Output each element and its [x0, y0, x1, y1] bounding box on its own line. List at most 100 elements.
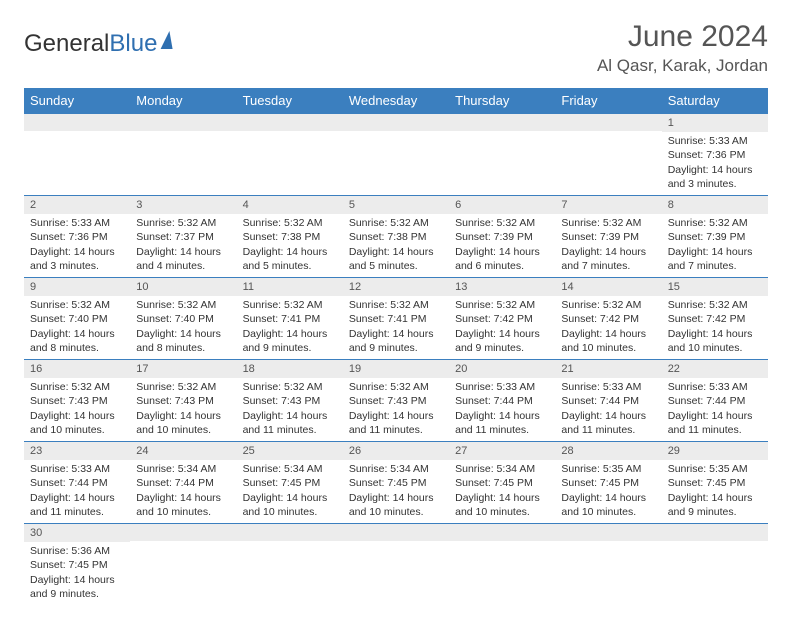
sunrise-text: Sunrise: 5:32 AM	[668, 216, 762, 230]
day-number: 4	[237, 196, 343, 214]
calendar-day-cell: 22Sunrise: 5:33 AMSunset: 7:44 PMDayligh…	[662, 359, 768, 441]
weekday-header: Sunday	[24, 88, 130, 114]
sunrise-text: Sunrise: 5:32 AM	[561, 216, 655, 230]
sunset-text: Sunset: 7:40 PM	[30, 312, 124, 326]
daylight-text: Daylight: 14 hours and 7 minutes.	[561, 245, 655, 273]
calendar-week-row: 9Sunrise: 5:32 AMSunset: 7:40 PMDaylight…	[24, 277, 768, 359]
weekday-header: Thursday	[449, 88, 555, 114]
daylight-text: Daylight: 14 hours and 8 minutes.	[136, 327, 230, 355]
calendar-day-cell	[237, 114, 343, 196]
daylight-text: Daylight: 14 hours and 3 minutes.	[668, 163, 762, 191]
calendar-day-cell: 17Sunrise: 5:32 AMSunset: 7:43 PMDayligh…	[130, 359, 236, 441]
sunrise-text: Sunrise: 5:32 AM	[136, 380, 230, 394]
day-sun-info: Sunrise: 5:35 AMSunset: 7:45 PMDaylight:…	[555, 460, 661, 523]
daylight-text: Daylight: 14 hours and 11 minutes.	[30, 491, 124, 519]
day-sun-info: Sunrise: 5:32 AMSunset: 7:41 PMDaylight:…	[237, 296, 343, 359]
month-title: June 2024	[597, 20, 768, 54]
sunrise-text: Sunrise: 5:32 AM	[243, 380, 337, 394]
sunrise-text: Sunrise: 5:32 AM	[243, 216, 337, 230]
sunrise-text: Sunrise: 5:32 AM	[349, 380, 443, 394]
sunset-text: Sunset: 7:43 PM	[30, 394, 124, 408]
sunset-text: Sunset: 7:40 PM	[136, 312, 230, 326]
sunset-text: Sunset: 7:45 PM	[349, 476, 443, 490]
sunset-text: Sunset: 7:45 PM	[243, 476, 337, 490]
day-number: 19	[343, 360, 449, 378]
calendar-day-cell	[130, 114, 236, 196]
day-number: 29	[662, 442, 768, 460]
calendar-day-cell: 10Sunrise: 5:32 AMSunset: 7:40 PMDayligh…	[130, 277, 236, 359]
page-header: GeneralBlue June 2024 Al Qasr, Karak, Jo…	[24, 20, 768, 76]
daylight-text: Daylight: 14 hours and 11 minutes.	[561, 409, 655, 437]
sunset-text: Sunset: 7:38 PM	[243, 230, 337, 244]
day-sun-info: Sunrise: 5:32 AMSunset: 7:42 PMDaylight:…	[555, 296, 661, 359]
weekday-header: Friday	[555, 88, 661, 114]
calendar-day-cell: 24Sunrise: 5:34 AMSunset: 7:44 PMDayligh…	[130, 441, 236, 523]
calendar-day-cell: 16Sunrise: 5:32 AMSunset: 7:43 PMDayligh…	[24, 359, 130, 441]
day-sun-info: Sunrise: 5:33 AMSunset: 7:44 PMDaylight:…	[662, 378, 768, 441]
sunset-text: Sunset: 7:42 PM	[561, 312, 655, 326]
daylight-text: Daylight: 14 hours and 10 minutes.	[243, 491, 337, 519]
logo-text-1: General	[24, 30, 109, 58]
day-sun-info: Sunrise: 5:32 AMSunset: 7:40 PMDaylight:…	[24, 296, 130, 359]
day-number	[24, 114, 130, 131]
day-sun-info: Sunrise: 5:32 AMSunset: 7:38 PMDaylight:…	[237, 214, 343, 277]
calendar-day-cell: 15Sunrise: 5:32 AMSunset: 7:42 PMDayligh…	[662, 277, 768, 359]
calendar-day-cell	[449, 114, 555, 196]
calendar-day-cell: 2Sunrise: 5:33 AMSunset: 7:36 PMDaylight…	[24, 195, 130, 277]
day-sun-info: Sunrise: 5:32 AMSunset: 7:41 PMDaylight:…	[343, 296, 449, 359]
sunrise-text: Sunrise: 5:34 AM	[243, 462, 337, 476]
day-sun-info: Sunrise: 5:32 AMSunset: 7:43 PMDaylight:…	[130, 378, 236, 441]
sunset-text: Sunset: 7:45 PM	[455, 476, 549, 490]
sunset-text: Sunset: 7:39 PM	[561, 230, 655, 244]
sail-icon	[158, 31, 173, 49]
day-number: 12	[343, 278, 449, 296]
calendar-week-row: 30Sunrise: 5:36 AMSunset: 7:45 PMDayligh…	[24, 523, 768, 604]
daylight-text: Daylight: 14 hours and 9 minutes.	[455, 327, 549, 355]
title-block: June 2024 Al Qasr, Karak, Jordan	[597, 20, 768, 76]
day-number: 15	[662, 278, 768, 296]
day-number: 9	[24, 278, 130, 296]
daylight-text: Daylight: 14 hours and 10 minutes.	[30, 409, 124, 437]
weekday-header: Monday	[130, 88, 236, 114]
day-number: 28	[555, 442, 661, 460]
day-sun-info: Sunrise: 5:34 AMSunset: 7:45 PMDaylight:…	[343, 460, 449, 523]
daylight-text: Daylight: 14 hours and 10 minutes.	[136, 491, 230, 519]
day-number: 3	[130, 196, 236, 214]
day-number	[662, 524, 768, 541]
day-sun-info: Sunrise: 5:33 AMSunset: 7:44 PMDaylight:…	[24, 460, 130, 523]
sunrise-text: Sunrise: 5:32 AM	[136, 298, 230, 312]
calendar-week-row: 16Sunrise: 5:32 AMSunset: 7:43 PMDayligh…	[24, 359, 768, 441]
weekday-header: Wednesday	[343, 88, 449, 114]
calendar-day-cell: 12Sunrise: 5:32 AMSunset: 7:41 PMDayligh…	[343, 277, 449, 359]
sunrise-text: Sunrise: 5:33 AM	[668, 134, 762, 148]
daylight-text: Daylight: 14 hours and 11 minutes.	[668, 409, 762, 437]
day-sun-info: Sunrise: 5:32 AMSunset: 7:42 PMDaylight:…	[662, 296, 768, 359]
daylight-text: Daylight: 14 hours and 6 minutes.	[455, 245, 549, 273]
day-number: 18	[237, 360, 343, 378]
daylight-text: Daylight: 14 hours and 10 minutes.	[136, 409, 230, 437]
calendar-day-cell: 26Sunrise: 5:34 AMSunset: 7:45 PMDayligh…	[343, 441, 449, 523]
location-subtitle: Al Qasr, Karak, Jordan	[597, 56, 768, 76]
sunset-text: Sunset: 7:44 PM	[30, 476, 124, 490]
day-sun-info: Sunrise: 5:32 AMSunset: 7:43 PMDaylight:…	[24, 378, 130, 441]
calendar-week-row: 23Sunrise: 5:33 AMSunset: 7:44 PMDayligh…	[24, 441, 768, 523]
day-number: 1	[662, 114, 768, 132]
calendar-day-cell: 25Sunrise: 5:34 AMSunset: 7:45 PMDayligh…	[237, 441, 343, 523]
daylight-text: Daylight: 14 hours and 9 minutes.	[349, 327, 443, 355]
daylight-text: Daylight: 14 hours and 11 minutes.	[243, 409, 337, 437]
sunrise-text: Sunrise: 5:34 AM	[136, 462, 230, 476]
day-sun-info: Sunrise: 5:33 AMSunset: 7:44 PMDaylight:…	[555, 378, 661, 441]
day-sun-info: Sunrise: 5:34 AMSunset: 7:45 PMDaylight:…	[237, 460, 343, 523]
sunrise-text: Sunrise: 5:32 AM	[668, 298, 762, 312]
day-number	[343, 114, 449, 131]
daylight-text: Daylight: 14 hours and 10 minutes.	[455, 491, 549, 519]
calendar-day-cell: 6Sunrise: 5:32 AMSunset: 7:39 PMDaylight…	[449, 195, 555, 277]
sunset-text: Sunset: 7:44 PM	[455, 394, 549, 408]
calendar-body: 1Sunrise: 5:33 AMSunset: 7:36 PMDaylight…	[24, 114, 768, 605]
day-sun-info: Sunrise: 5:35 AMSunset: 7:45 PMDaylight:…	[662, 460, 768, 523]
daylight-text: Daylight: 14 hours and 10 minutes.	[561, 327, 655, 355]
sunrise-text: Sunrise: 5:36 AM	[30, 544, 124, 558]
day-number: 13	[449, 278, 555, 296]
day-sun-info: Sunrise: 5:32 AMSunset: 7:43 PMDaylight:…	[343, 378, 449, 441]
day-sun-info: Sunrise: 5:33 AMSunset: 7:44 PMDaylight:…	[449, 378, 555, 441]
